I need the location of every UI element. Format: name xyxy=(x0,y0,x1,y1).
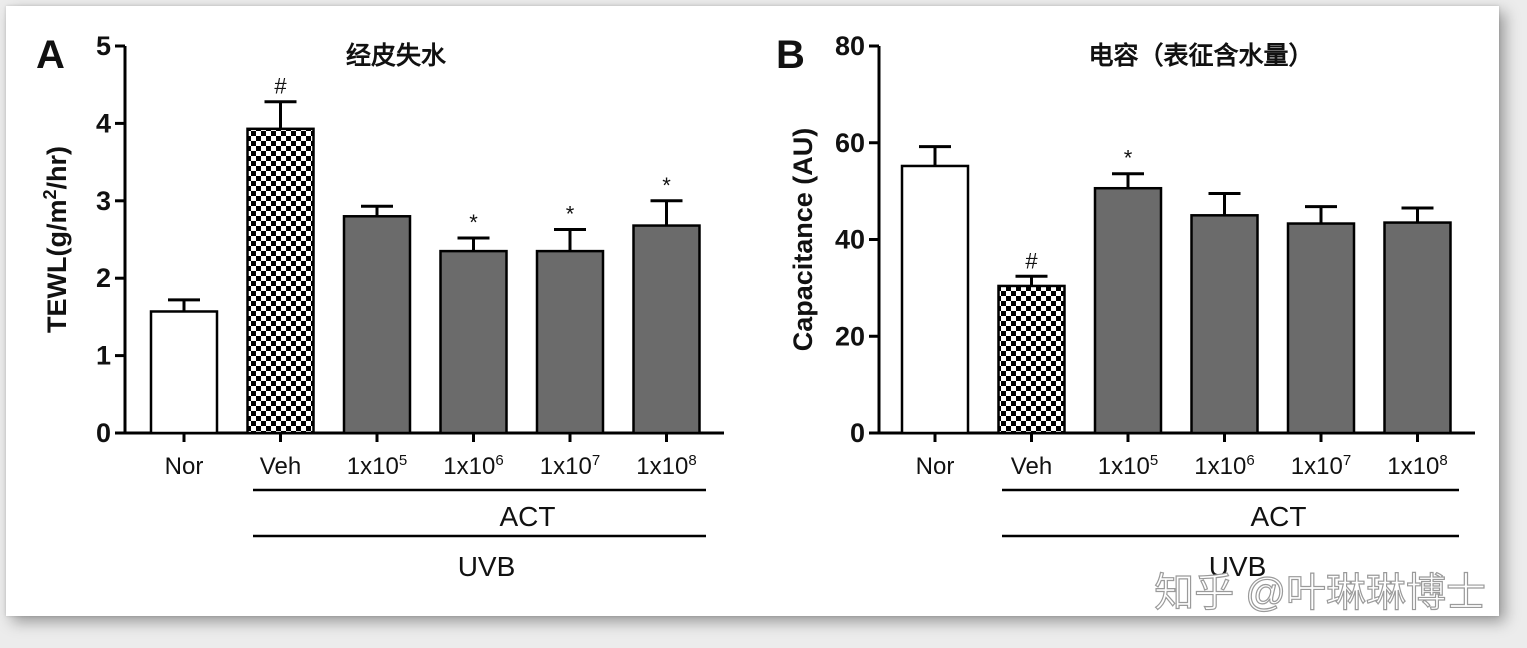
significance-mark: * xyxy=(469,210,478,235)
bar xyxy=(900,164,970,435)
bar xyxy=(1286,222,1356,435)
bar xyxy=(997,284,1066,435)
x-tick-label: 1x105 xyxy=(347,452,407,480)
bar xyxy=(535,249,605,435)
y-tick-label: 1 xyxy=(96,341,111,371)
watermark: 知乎 @叶琳琳博士 xyxy=(1154,571,1486,615)
x-tick-label: 1x107 xyxy=(540,452,600,480)
x-tick-label: 1x106 xyxy=(1194,452,1254,480)
bar xyxy=(439,249,508,435)
panel-letter: A xyxy=(36,33,65,77)
y-tick-label: 3 xyxy=(96,186,111,216)
panel-b: B 电容（表征含水量） Capacitance (AU) 0 20 40 60 80 Nor # V… xyxy=(776,31,1475,582)
x-tick-label: Nor xyxy=(916,453,955,480)
y-tick-label: 0 xyxy=(96,418,111,448)
y-axis-label: Capacitance (AU) xyxy=(788,128,818,352)
y-tick-label: 4 xyxy=(96,108,111,138)
significance-mark: * xyxy=(662,173,671,198)
uvb-group-label: UVB xyxy=(458,551,516,582)
x-tick-label: 1x107 xyxy=(1291,452,1351,480)
bar xyxy=(342,215,412,435)
significance-mark: * xyxy=(1124,146,1133,171)
bar xyxy=(1093,186,1163,435)
x-tick-label: Veh xyxy=(1011,453,1052,480)
y-tick-label: 0 xyxy=(850,418,865,448)
y-tick-label: 5 xyxy=(96,31,111,61)
chart-title: 电容（表征含水量） xyxy=(1088,41,1313,70)
significance-mark: # xyxy=(1025,248,1038,273)
y-tick-label: 40 xyxy=(835,225,865,255)
x-tick-label: 1x108 xyxy=(1387,452,1447,480)
significance-mark: * xyxy=(566,201,575,226)
panel-letter: B xyxy=(776,33,805,77)
y-axis-label: TEWL(g/m2/hr) xyxy=(40,146,72,333)
bar xyxy=(246,127,315,435)
act-group-label: ACT xyxy=(500,501,556,532)
y-tick-label: 80 xyxy=(835,31,865,61)
figure-card: A 经皮失水 TEWL(g/m2/hr) 0 1 2 3 4 5 Nor # Veh 1x105 * 1x1… xyxy=(6,6,1499,616)
chart-title: 经皮失水 xyxy=(346,41,447,70)
x-tick-label: Nor xyxy=(165,453,204,480)
bar xyxy=(1383,221,1452,435)
x-tick-label: 1x106 xyxy=(443,452,503,480)
y-tick-label: 20 xyxy=(835,321,865,351)
significance-mark: # xyxy=(274,74,287,99)
y-tick-label: 60 xyxy=(835,128,865,158)
uvb-group-label: UVB xyxy=(1209,551,1267,582)
bar xyxy=(149,310,219,435)
bar xyxy=(632,224,701,435)
x-tick-label: 1x105 xyxy=(1098,452,1158,480)
bar xyxy=(1190,214,1259,435)
y-tick-label: 2 xyxy=(96,263,111,293)
panel-a: A 经皮失水 TEWL(g/m2/hr) 0 1 2 3 4 5 Nor # Veh 1x105 * 1x1… xyxy=(36,31,724,582)
x-tick-label: 1x108 xyxy=(636,452,696,480)
figure-svg: A 经皮失水 TEWL(g/m2/hr) 0 1 2 3 4 5 Nor # Veh 1x105 * 1x1… xyxy=(36,31,1487,616)
act-group-label: ACT xyxy=(1251,501,1307,532)
x-tick-label: Veh xyxy=(260,453,301,480)
